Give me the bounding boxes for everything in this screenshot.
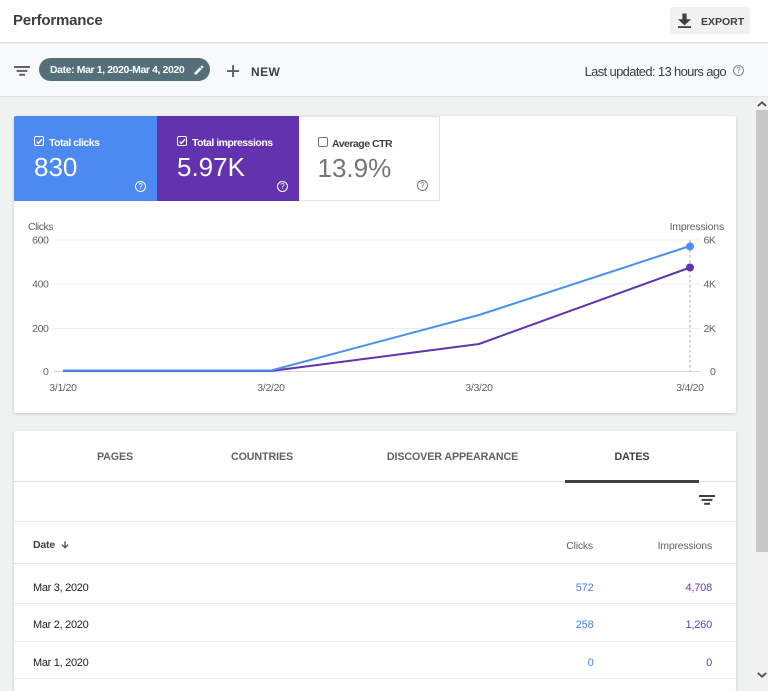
svg-text:Impressions: Impressions — [670, 221, 724, 233]
svg-text:200: 200 — [32, 323, 49, 335]
svg-text:3/4/20: 3/4/20 — [676, 382, 704, 394]
svg-text:3/3/20: 3/3/20 — [465, 382, 493, 394]
svg-text:4K: 4K — [703, 278, 715, 290]
svg-text:400: 400 — [32, 279, 49, 291]
svg-text:3/1/20: 3/1/20 — [49, 382, 77, 394]
svg-text:2K: 2K — [703, 323, 715, 335]
svg-text:600: 600 — [32, 235, 49, 247]
svg-text:6K: 6K — [703, 234, 715, 246]
svg-text:0: 0 — [710, 366, 716, 378]
svg-text:3/2/20: 3/2/20 — [257, 382, 285, 394]
svg-text:0: 0 — [43, 366, 49, 378]
svg-text:Clicks: Clicks — [28, 221, 53, 233]
